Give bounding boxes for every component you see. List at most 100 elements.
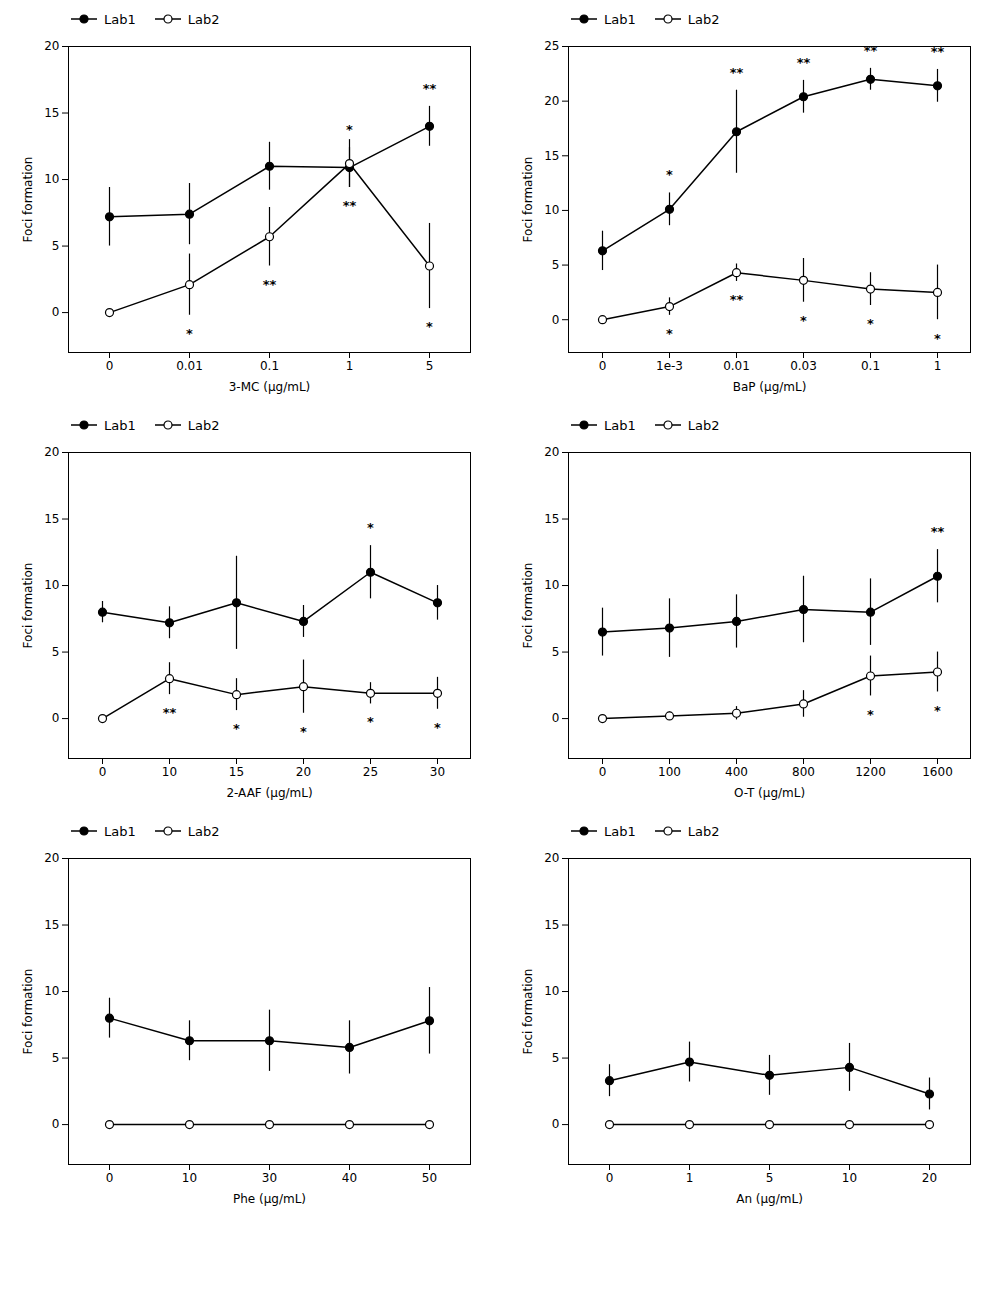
svg-text:*: * bbox=[233, 721, 240, 736]
svg-text:**: ** bbox=[163, 705, 177, 720]
svg-text:*: * bbox=[934, 331, 941, 346]
svg-text:10: 10 bbox=[544, 203, 559, 217]
svg-text:10: 10 bbox=[44, 578, 59, 592]
svg-text:20: 20 bbox=[44, 851, 59, 865]
svg-text:**: ** bbox=[730, 292, 744, 307]
svg-text:0.01: 0.01 bbox=[723, 359, 750, 373]
svg-text:10: 10 bbox=[182, 1171, 197, 1185]
svg-text:*: * bbox=[186, 326, 193, 341]
svg-text:0.1: 0.1 bbox=[260, 359, 279, 373]
svg-text:0.1: 0.1 bbox=[861, 359, 880, 373]
svg-text:**: ** bbox=[423, 81, 437, 96]
svg-text:1600: 1600 bbox=[922, 765, 953, 779]
svg-text:O-T (μg/mL): O-T (μg/mL) bbox=[734, 786, 805, 800]
svg-text:1200: 1200 bbox=[855, 765, 886, 779]
svg-text:An (μg/mL): An (μg/mL) bbox=[736, 1192, 803, 1206]
svg-text:1e-3: 1e-3 bbox=[656, 359, 683, 373]
svg-text:0: 0 bbox=[52, 711, 60, 725]
svg-text:100: 100 bbox=[658, 765, 681, 779]
svg-text:50: 50 bbox=[422, 1171, 437, 1185]
svg-text:800: 800 bbox=[792, 765, 815, 779]
svg-text:20: 20 bbox=[922, 1171, 937, 1185]
svg-text:10: 10 bbox=[44, 984, 59, 998]
svg-text:Foci formation: Foci formation bbox=[21, 969, 35, 1055]
svg-text:20: 20 bbox=[44, 39, 59, 53]
svg-text:25: 25 bbox=[363, 765, 378, 779]
svg-text:5: 5 bbox=[52, 239, 60, 253]
svg-text:15: 15 bbox=[44, 106, 59, 120]
svg-text:*: * bbox=[300, 724, 307, 739]
svg-text:15: 15 bbox=[44, 512, 59, 526]
svg-text:*: * bbox=[346, 122, 353, 137]
svg-text:*: * bbox=[800, 313, 807, 328]
svg-text:15: 15 bbox=[544, 149, 559, 163]
svg-text:**: ** bbox=[864, 43, 878, 58]
svg-text:Foci formation: Foci formation bbox=[521, 563, 535, 649]
svg-text:0.03: 0.03 bbox=[790, 359, 817, 373]
svg-text:0: 0 bbox=[599, 765, 607, 779]
svg-text:5: 5 bbox=[426, 359, 434, 373]
svg-text:5: 5 bbox=[766, 1171, 774, 1185]
svg-text:10: 10 bbox=[544, 984, 559, 998]
svg-text:20: 20 bbox=[296, 765, 311, 779]
svg-text:40: 40 bbox=[342, 1171, 357, 1185]
svg-text:25: 25 bbox=[544, 39, 559, 53]
svg-text:5: 5 bbox=[52, 1051, 60, 1065]
svg-text:*: * bbox=[367, 520, 374, 535]
svg-text:5: 5 bbox=[552, 258, 560, 272]
svg-text:Foci formation: Foci formation bbox=[521, 969, 535, 1055]
svg-text:Foci formation: Foci formation bbox=[21, 157, 35, 243]
svg-text:20: 20 bbox=[544, 851, 559, 865]
svg-text:*: * bbox=[434, 720, 441, 735]
svg-text:*: * bbox=[934, 703, 941, 718]
svg-text:**: ** bbox=[343, 198, 357, 213]
svg-text:**: ** bbox=[263, 277, 277, 292]
svg-text:5: 5 bbox=[552, 1051, 560, 1065]
svg-text:30: 30 bbox=[430, 765, 445, 779]
svg-text:20: 20 bbox=[544, 445, 559, 459]
svg-text:0: 0 bbox=[106, 359, 114, 373]
svg-text:30: 30 bbox=[262, 1171, 277, 1185]
svg-text:15: 15 bbox=[44, 918, 59, 932]
svg-text:*: * bbox=[666, 167, 673, 182]
svg-text:0: 0 bbox=[99, 765, 107, 779]
svg-text:0: 0 bbox=[52, 1117, 60, 1131]
svg-text:Foci formation: Foci formation bbox=[521, 157, 535, 243]
svg-text:**: ** bbox=[931, 44, 945, 59]
svg-text:20: 20 bbox=[544, 94, 559, 108]
svg-text:15: 15 bbox=[229, 765, 244, 779]
svg-text:400: 400 bbox=[725, 765, 748, 779]
svg-text:*: * bbox=[367, 714, 374, 729]
svg-text:1: 1 bbox=[346, 359, 354, 373]
svg-text:10: 10 bbox=[44, 172, 59, 186]
svg-text:BaP (μg/mL): BaP (μg/mL) bbox=[733, 380, 807, 394]
svg-text:*: * bbox=[867, 707, 874, 722]
svg-text:0: 0 bbox=[52, 305, 60, 319]
svg-text:*: * bbox=[426, 319, 433, 334]
svg-text:3-MC (μg/mL): 3-MC (μg/mL) bbox=[229, 380, 311, 394]
svg-text:5: 5 bbox=[552, 645, 560, 659]
svg-text:0: 0 bbox=[552, 313, 560, 327]
svg-text:0: 0 bbox=[606, 1171, 614, 1185]
svg-text:0.01: 0.01 bbox=[176, 359, 203, 373]
svg-text:2-AAF (μg/mL): 2-AAF (μg/mL) bbox=[226, 786, 312, 800]
svg-text:**: ** bbox=[730, 65, 744, 80]
svg-text:20: 20 bbox=[44, 445, 59, 459]
svg-text:Phe (μg/mL): Phe (μg/mL) bbox=[233, 1192, 306, 1206]
svg-text:5: 5 bbox=[52, 645, 60, 659]
svg-text:*: * bbox=[666, 326, 673, 341]
svg-text:1: 1 bbox=[686, 1171, 694, 1185]
svg-text:15: 15 bbox=[544, 512, 559, 526]
svg-text:10: 10 bbox=[544, 578, 559, 592]
svg-text:15: 15 bbox=[544, 918, 559, 932]
svg-text:0: 0 bbox=[552, 711, 560, 725]
svg-text:10: 10 bbox=[842, 1171, 857, 1185]
svg-text:0: 0 bbox=[552, 1117, 560, 1131]
svg-text:1: 1 bbox=[934, 359, 942, 373]
svg-text:**: ** bbox=[931, 524, 945, 539]
svg-text:Foci formation: Foci formation bbox=[21, 563, 35, 649]
svg-text:0: 0 bbox=[106, 1171, 114, 1185]
svg-text:0: 0 bbox=[599, 359, 607, 373]
svg-text:*: * bbox=[867, 316, 874, 331]
svg-text:10: 10 bbox=[162, 765, 177, 779]
